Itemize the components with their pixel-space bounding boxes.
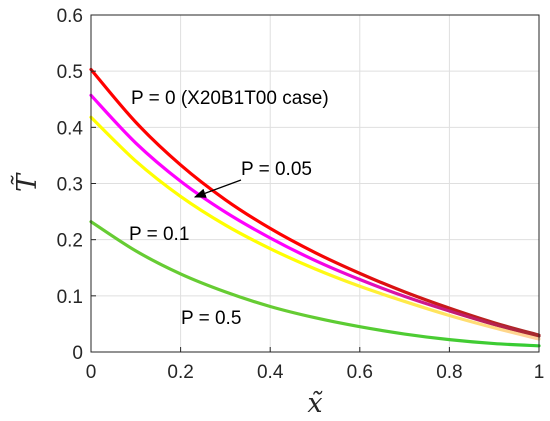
y-axis-label: T̃ <box>10 172 43 192</box>
series-lines <box>89 67 541 348</box>
annotation-p01: P = 0.1 <box>129 224 189 245</box>
y-tick-label: 0 <box>72 343 83 364</box>
annotation-p05: P = 0.5 <box>181 308 241 329</box>
annotation-p005: P = 0.05 <box>241 159 312 180</box>
series-line-3 <box>89 220 541 348</box>
x-tick-label: 0.2 <box>167 362 193 383</box>
y-tick-label: 0.4 <box>57 118 84 139</box>
ticks: 0 0.2 0.4 0.6 0.8 1 0 0.1 0.2 0.3 0.4 0.5 0.6 <box>57 6 545 383</box>
series-line-0 <box>89 67 541 337</box>
series-line-2 <box>89 115 541 341</box>
x-tick-label: 0 <box>86 362 97 383</box>
annotation-p005-arrow <box>193 179 242 198</box>
x-tick-label: 0.8 <box>436 362 462 383</box>
y-tick-label: 0.1 <box>57 287 83 308</box>
series-line-1 <box>89 93 541 338</box>
x-tick-label: 0.4 <box>257 362 284 383</box>
annotation-p0: P = 0 (X20B1T00 case) <box>131 88 329 109</box>
y-tick-label: 0.3 <box>57 175 83 196</box>
grid <box>90 14 540 353</box>
x-tick-label: 0.6 <box>347 362 373 383</box>
x-axis-label: x̃ <box>307 388 323 419</box>
x-tick-label: 1 <box>534 362 545 383</box>
y-tick-label: 0.5 <box>57 62 83 83</box>
y-tick-label: 0.2 <box>57 231 83 252</box>
y-tick-label: 0.6 <box>57 6 83 27</box>
